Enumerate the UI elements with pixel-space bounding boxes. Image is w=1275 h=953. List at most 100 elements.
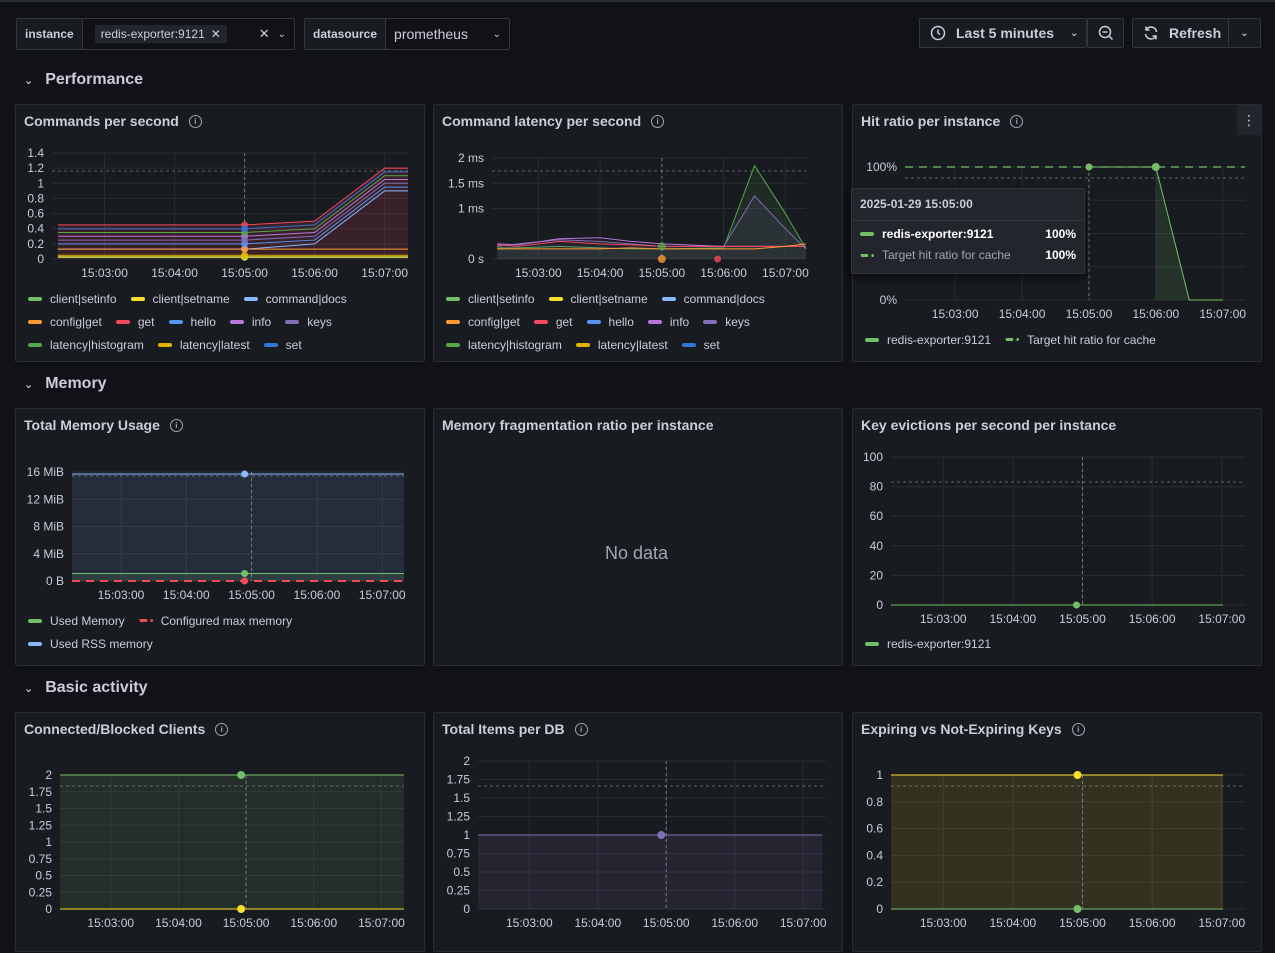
legend-item[interactable]: latency|latest [575,338,668,352]
series-swatch [586,319,601,324]
time-picker-button[interactable]: Last 5 minutes ⌄ [919,18,1087,48]
series-swatch [229,319,244,324]
series-line-info [57,179,408,237]
chart-command-latency[interactable]: 0 s500 µs1 ms1.5 ms2 ms15:03:0015:04:001… [434,105,844,363]
y-tick-label: 2 ms [458,151,484,165]
legend-item[interactable]: client|setname [130,292,230,306]
series-swatch [243,296,258,301]
series-line-config-get [497,243,807,250]
panel-title: Hit ratio per instance [861,113,1001,129]
refresh-interval-button[interactable]: ⌄ [1228,18,1261,48]
x-tick-label: 15:04:00 [999,307,1046,321]
series-line [1088,166,1223,301]
x-tick-label: 15:07:00 [1198,612,1245,626]
datasource-variable[interactable]: datasource prometheus ⌄ [304,18,510,50]
legend-item[interactable]: Used Memory [28,614,125,628]
x-tick-label: 15:06:00 [290,916,337,930]
y-tick-label: 40 [870,539,884,553]
chart-total-memory[interactable]: 0 B 4 MiB 8 MiB 12 MiB 16 MiB 15:03:00 15:04:0… [16,409,426,667]
refresh-icon [1143,25,1159,41]
legend-item[interactable]: config|get [28,315,102,329]
hover-point [1085,163,1093,171]
legend-item[interactable]: Configured max memory [138,614,292,628]
x-tick-label: 15:03:00 [920,612,967,626]
legend-item[interactable]: Used RSS memory [28,637,153,651]
time-range-label: Last 5 minutes [956,25,1055,41]
clock-icon [930,25,946,41]
info-icon[interactable]: i [215,722,229,736]
panel-title: Total Memory Usage [24,417,160,433]
y-tick-label: 1 [463,828,470,842]
legend-item[interactable]: client|setinfo [446,292,535,306]
legend-item[interactable]: redis-exporter:9121 [865,333,991,347]
instance-chip[interactable]: redis-exporter:9121 ✕ [94,25,227,43]
legend-item[interactable]: info [229,315,271,329]
info-icon[interactable]: i [651,114,665,128]
y-tick-label: 0 B [46,574,64,588]
panel-menu-icon[interactable]: ⋮ [1237,105,1261,135]
section-memory[interactable]: ⌄ Memory [24,375,107,393]
series-swatch [575,342,590,347]
legend-item[interactable]: latency|latest [157,337,250,352]
series-swatch [865,337,879,342]
legend-item[interactable]: command|docs [243,292,347,306]
chart-commands-per-second[interactable]: 00.20.40.6 0.811.21.4 15:03:00 15:04:00 15:0… [16,105,426,363]
legend-item[interactable]: get [115,315,155,329]
legend-item[interactable]: Target hit ratio for cache [1005,333,1156,347]
remove-chip-icon[interactable]: ✕ [210,27,221,41]
info-icon[interactable]: i [574,722,588,736]
legend-label: redis-exporter:9121 [887,332,992,347]
chart-total-items[interactable]: 0 0.25 0.5 0.75 1 1.25 1.5 1.75 2 15:03:00 15:04:0… [434,713,844,953]
panel-commands-per-second[interactable]: Commands per second i 0 0.2 0.4 0.6 0.8 1 1.2 1.… [15,104,425,362]
legend-label: client|setname [570,291,648,306]
x-tick-label: 15:07:00 [361,266,408,280]
chart-connected-clients[interactable]: 0 0.25 0.5 0.75 1 1.25 1.5 1.75 2 15:03:00 15:04:0… [16,713,426,953]
legend: Used Memory Configured max memory Used RSS… [28,609,292,655]
info-icon[interactable]: i [1071,722,1085,736]
legend-label: latency|histogram [50,337,144,352]
legend-item[interactable]: client|setname [548,291,648,306]
legend-item[interactable]: set [681,338,720,352]
panel-title: Commands per second [24,113,179,129]
legend-item[interactable]: config|get [446,315,520,329]
panel-memory-fragmentation[interactable]: Memory fragmentation ratio per instance … [433,408,843,666]
y-tick-label: 1.25 [447,810,471,824]
instance-variable[interactable]: instance redis-exporter:9121 ✕ ✕ ⌄ [16,18,295,50]
section-performance[interactable]: ⌄ Performance [24,71,143,89]
legend-item[interactable]: client|setinfo [28,292,117,306]
legend-label: client|setinfo [468,291,535,306]
chevron-down-icon[interactable]: ⌄ [277,28,286,40]
legend-item[interactable]: hello [168,315,216,329]
legend-item[interactable]: keys [703,315,750,329]
info-icon[interactable]: i [188,114,202,128]
legend-label: latency|latest [179,337,250,352]
legend-item[interactable]: get [533,315,573,329]
legend-item[interactable]: latency|histogram [28,338,144,352]
panel-total-items[interactable]: Total Items per DB i 0 0.25 0.5 0.75 1 1.25 1.5… [433,712,843,952]
chart-expiring-keys[interactable]: 0 0.2 0.4 0.6 0.8 1 15:03:00 15:04:00 15:05:00 15… [853,713,1263,953]
legend-item[interactable]: hello [586,315,634,329]
hover-point [241,225,249,233]
legend-item[interactable]: set [263,338,302,352]
panel-total-memory[interactable]: Total Memory Usage i 0 B 4 MiB 8 MiB 12 MiB 1… [15,408,425,666]
info-icon[interactable]: i [169,418,183,432]
zoom-out-button[interactable] [1087,18,1124,48]
legend-label: keys [307,314,332,329]
legend-item[interactable]: info [647,315,689,329]
legend-item[interactable]: command|docs [661,292,765,306]
section-basic-activity[interactable]: ⌄ Basic activity [24,679,148,697]
clear-icon[interactable]: ✕ [258,26,270,41]
legend-item[interactable]: latency|histogram [446,338,562,352]
series-swatch [533,319,548,324]
chart-key-evictions[interactable]: 0 20 40 60 80 100 15:03:00 15:04:00 15:05:00 15:0… [853,409,1263,667]
panel-connected-clients[interactable]: Connected/Blocked Clients i 0 0.25 0.5 0.75 1… [15,712,425,952]
x-tick-label: 15:05:00 [639,266,686,280]
panel-key-evictions[interactable]: Key evictions per second per instance 0 2… [852,408,1262,666]
refresh-button[interactable]: Refresh [1132,18,1229,48]
legend-item[interactable]: redis-exporter:9121 [865,637,991,651]
panel-expiring-keys[interactable]: Expiring vs Not-Expiring Keys i 0 0.2 0.4 0.… [852,712,1262,952]
info-icon[interactable]: i [1010,114,1024,128]
legend-item[interactable]: keys [285,315,332,329]
